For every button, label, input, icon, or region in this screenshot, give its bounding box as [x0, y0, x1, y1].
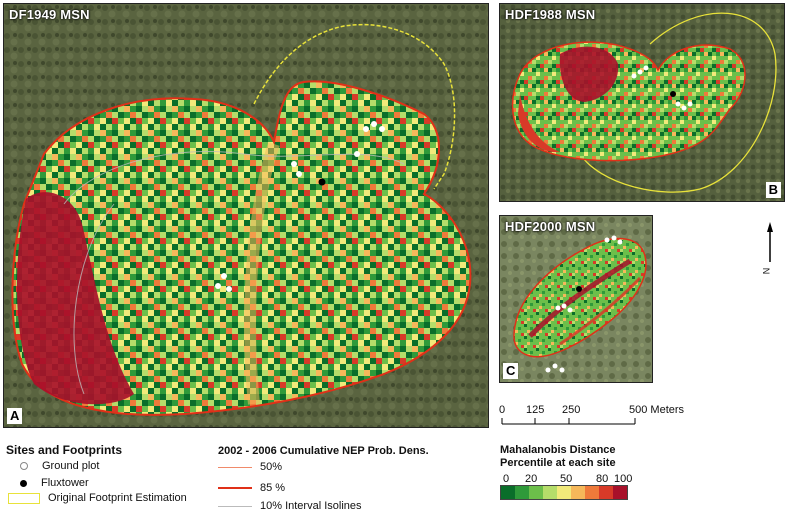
- legend-nep-title: 2002 - 2006 Cumulative NEP Prob. Dens.: [218, 445, 429, 457]
- footprint-estimation-icon: [8, 492, 40, 504]
- panel-c-letter: C: [503, 363, 519, 379]
- map-panel-b: HDF1988 MSN B: [499, 3, 785, 202]
- legend-footprint-label: Original Footprint Estimation: [48, 492, 187, 504]
- colorbar-swatch: [599, 486, 613, 499]
- map-b-canvas: [500, 4, 784, 201]
- fluxtower-c: [576, 286, 582, 292]
- fluxtower-b: [670, 91, 676, 97]
- scale-bar: 0 125 250 500 Meters: [499, 404, 784, 436]
- scale-tick-500: 500 Meters: [629, 404, 685, 416]
- panel-a-letter: A: [7, 408, 23, 424]
- fluxtower-a: [318, 178, 326, 186]
- map-a-canvas: [4, 4, 488, 427]
- colorbar-swatch: [585, 486, 599, 499]
- ground-plots-a: [215, 121, 385, 292]
- ground-plot-icon: [20, 462, 28, 470]
- colorbar-swatch: [543, 486, 557, 499]
- north-arrow: N: [760, 222, 780, 282]
- ground-plots-b: [631, 65, 693, 111]
- map-c-canvas: [500, 216, 652, 382]
- north-label: N: [761, 267, 772, 275]
- scale-bar-graphic: [501, 418, 636, 425]
- legend-isolines-label: 10% Interval Isolines: [260, 500, 362, 512]
- cb-tick-80: 80: [596, 473, 609, 485]
- isoline-icon: [218, 505, 252, 507]
- panel-a-title: DF1949 MSN: [9, 7, 90, 22]
- cb-tick-0: 0: [503, 473, 510, 485]
- colorbar-swatch: [571, 486, 585, 499]
- scale-tick-250: 250: [562, 404, 581, 416]
- nep-footprint-c: [513, 237, 647, 358]
- legend-ground-plot-label: Ground plot: [42, 460, 100, 472]
- legend-fluxtower: Fluxtower: [20, 477, 89, 489]
- line-50-icon: [218, 466, 252, 468]
- legend-50: 50%: [218, 461, 282, 473]
- colorbar-swatch: [529, 486, 543, 499]
- panel-c-title: HDF2000 MSN: [505, 219, 596, 234]
- legend-50-label: 50%: [260, 461, 283, 473]
- legend-fluxtower-label: Fluxtower: [41, 477, 89, 489]
- map-panel-a: DF1949 MSN A: [3, 3, 489, 428]
- colorbar-swatch: [613, 486, 627, 499]
- line-85-icon: [218, 487, 252, 489]
- footprint-estimation-b: [579, 12, 777, 193]
- fluxtower-icon: [20, 479, 27, 487]
- cb-tick-100: 100: [614, 473, 633, 485]
- legend-footprint: Original Footprint Estimation: [8, 492, 187, 504]
- colorbar-swatch: [557, 486, 571, 499]
- legend-85: 85 %: [218, 482, 285, 494]
- footprint-estimation-a: [253, 23, 456, 190]
- cb-tick-20: 20: [525, 473, 538, 485]
- ground-plots-c: [545, 235, 623, 373]
- legend-mahal-title-1: Mahalanobis Distance: [500, 444, 616, 456]
- panel-b-title: HDF1988 MSN: [505, 7, 596, 22]
- nep-footprint-a: [11, 80, 472, 416]
- cb-tick-50: 50: [560, 473, 573, 485]
- colorbar-swatch: [515, 486, 529, 499]
- scale-tick-0: 0: [499, 404, 506, 416]
- panel-b-letter: B: [765, 182, 781, 198]
- mahalanobis-colorbar: [500, 485, 628, 500]
- legend-sites-title: Sites and Footprints: [6, 443, 123, 457]
- colorbar-swatch: [501, 486, 515, 499]
- north-arrow-icon: [767, 222, 773, 262]
- legend-ground-plot: Ground plot: [20, 460, 99, 472]
- map-panel-c: HDF2000 MSN C: [499, 215, 653, 383]
- legend-isolines: 10% Interval Isolines: [218, 500, 362, 512]
- legend-mahal-title-2: Percentile at each site: [500, 457, 616, 469]
- scale-tick-125: 125: [526, 404, 545, 416]
- legend-85-label: 85 %: [260, 482, 286, 494]
